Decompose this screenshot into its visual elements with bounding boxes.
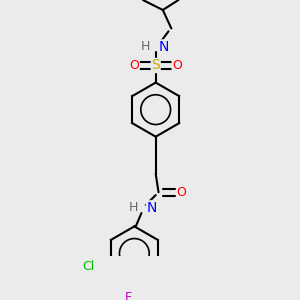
Text: O: O	[129, 59, 139, 72]
Text: N: N	[146, 201, 157, 215]
Text: O: O	[176, 186, 186, 199]
Text: S: S	[151, 58, 160, 73]
Text: H: H	[141, 40, 151, 53]
Text: H: H	[129, 201, 139, 214]
Text: N: N	[159, 40, 169, 54]
Text: O: O	[172, 59, 182, 72]
Text: Cl: Cl	[83, 260, 95, 274]
Text: F: F	[125, 291, 132, 300]
